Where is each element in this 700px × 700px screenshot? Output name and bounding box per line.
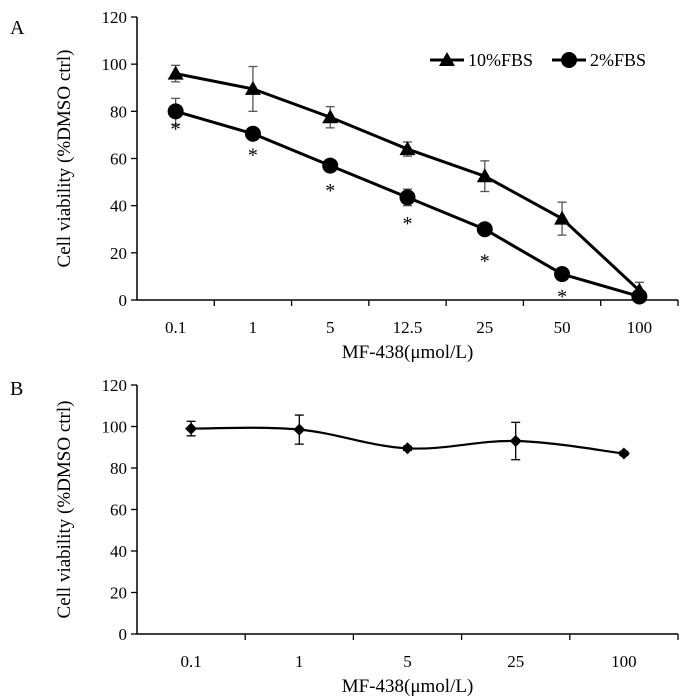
legend-label: 10%FBS — [468, 50, 533, 70]
series-circle — [167, 97, 648, 305]
y-tick-label: 0 — [119, 625, 128, 644]
series-diamond — [185, 414, 630, 461]
x-tick-label: 1 — [249, 318, 258, 337]
x-tick-label: 1 — [295, 652, 304, 671]
data-point-triangle — [167, 65, 184, 80]
data-point-diamond — [401, 442, 414, 455]
y-tick-label: 60 — [110, 501, 127, 520]
x-tick-label: 25 — [507, 652, 524, 671]
y-tick-label: 120 — [102, 376, 128, 395]
y-tick-label: 20 — [110, 584, 127, 603]
data-point-circle — [476, 221, 493, 238]
y-tick-label: 80 — [110, 459, 127, 478]
x-axis-label: MF-438(μmol/L) — [342, 676, 474, 697]
data-point-triangle — [399, 141, 416, 156]
significance-marker: * — [557, 286, 567, 308]
data-point-diamond — [509, 435, 522, 448]
x-tick-label: 25 — [476, 318, 493, 337]
x-tick-label: 5 — [403, 652, 412, 671]
x-tick-label: 100 — [627, 318, 653, 337]
significance-marker: * — [171, 118, 181, 140]
x-tick-label: 50 — [554, 318, 571, 337]
data-point-diamond — [293, 423, 306, 436]
x-tick-label: 12.5 — [393, 318, 423, 337]
y-axis-label: Cell viability (%DMSO ctrl) — [54, 401, 75, 619]
panel-label: A — [10, 17, 25, 39]
data-point-circle — [554, 266, 571, 283]
data-point-circle — [322, 157, 339, 174]
data-point-triangle — [244, 80, 261, 95]
legend-marker-circle — [561, 52, 577, 68]
x-axis-label: MF-438(μmol/L) — [342, 342, 474, 363]
x-tick-label: 100 — [611, 652, 637, 671]
significance-marker: * — [480, 251, 490, 273]
data-point-triangle — [476, 168, 493, 183]
y-tick-label: 80 — [110, 102, 127, 121]
data-point-circle — [631, 288, 648, 305]
data-point-circle — [167, 103, 184, 120]
y-tick-label: 120 — [102, 8, 128, 27]
y-tick-label: 100 — [102, 418, 128, 437]
data-point-triangle — [322, 109, 339, 124]
data-point-diamond — [185, 422, 198, 435]
data-point-triangle — [554, 210, 571, 225]
legend-label: 2%FBS — [590, 50, 646, 70]
significance-marker: * — [325, 180, 335, 202]
y-tick-label: 20 — [110, 244, 127, 263]
y-tick-label: 100 — [102, 55, 128, 74]
data-point-circle — [244, 125, 261, 142]
significance-marker: * — [403, 213, 413, 235]
y-tick-label: 40 — [110, 542, 127, 561]
x-tick-label: 0.1 — [165, 318, 186, 337]
significance-marker: * — [248, 144, 258, 166]
series-line — [175, 72, 641, 292]
data-point-diamond — [617, 447, 630, 460]
x-tick-label: 5 — [326, 318, 335, 337]
y-tick-label: 0 — [119, 291, 128, 310]
data-point-circle — [399, 189, 416, 206]
panel-label: B — [10, 378, 23, 400]
y-axis-label: Cell viability (%DMSO ctrl) — [54, 50, 75, 268]
series-triangle — [167, 64, 648, 300]
x-tick-label: 0.1 — [180, 652, 201, 671]
y-tick-label: 40 — [110, 197, 127, 216]
legend-marker-triangle — [439, 52, 455, 66]
y-tick-label: 60 — [110, 150, 127, 169]
